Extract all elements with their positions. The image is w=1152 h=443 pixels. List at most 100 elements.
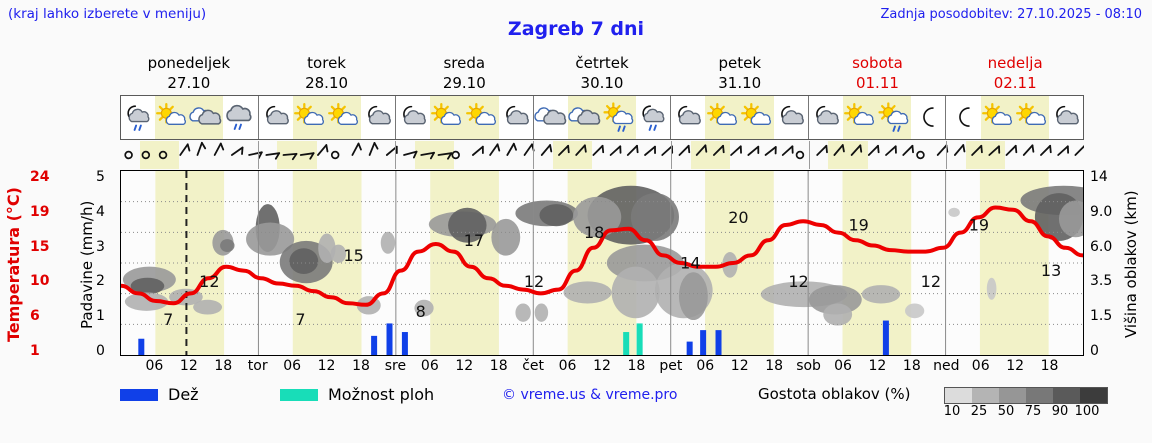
cloud-blob [905, 303, 925, 319]
wind-day-separator [946, 141, 948, 169]
day-date: 27.10 [167, 74, 211, 93]
weather-icon-cell [1049, 96, 1083, 139]
precipitation-tick-5: 0 [96, 343, 105, 359]
precipitation-layer [138, 320, 889, 355]
day-date: 28.10 [305, 74, 349, 93]
temperature-value-label: 13 [1041, 261, 1061, 280]
cloud-height-tick-4: 1.5 [1090, 308, 1113, 325]
credit-link[interactable]: © vreme.us & vreme.pro [502, 387, 678, 403]
weather-icon-cell [877, 96, 912, 139]
temperature-value-label: 12 [788, 272, 808, 291]
temperature-tick-2: 15 [30, 238, 50, 255]
precipitation-bar [138, 338, 145, 355]
time-tick-label: 12 [868, 358, 887, 374]
wind-day-separator [670, 141, 672, 169]
weather-icon-cell [534, 96, 568, 139]
day-name: ponedeljek [147, 54, 231, 72]
cloud-icon [188, 101, 224, 135]
sun-cloud-icon [429, 101, 465, 135]
icon-day-0 [121, 96, 259, 139]
time-tick-label: 18 [627, 358, 646, 374]
cloud-density-tick-1: 25 [970, 404, 988, 419]
cloud-blob [678, 272, 708, 321]
cloud-height-tick-1: 9.0 [1090, 203, 1113, 220]
weather-icon-cell [326, 96, 362, 139]
day-header-5: sobota 01.11 [809, 50, 947, 94]
cloud-height-tick-0: 14 [1090, 169, 1108, 185]
sun-cloud-icon [705, 101, 741, 135]
time-tick-label: 18 [1040, 358, 1059, 374]
cloud-blob [563, 281, 612, 304]
moon-cloud-icon [258, 101, 294, 135]
time-tick-label: 12 [730, 358, 749, 374]
day-header-6: nedelja 02.11 [946, 50, 1084, 94]
sun-cloud-icon [980, 101, 1016, 135]
cloud-height-tick-2: 6.0 [1090, 238, 1113, 255]
cloud-blob [948, 207, 960, 217]
weather-icon-cell [429, 96, 465, 139]
time-tick-label: tor [247, 358, 268, 374]
sun-cloud-icon [739, 101, 775, 135]
temperature-axis-title: Temperatura (°C) [4, 187, 23, 342]
time-tick-label: 18 [352, 358, 370, 374]
temperature-value-label: 7 [295, 310, 305, 329]
day-name: sobota [852, 54, 903, 72]
cloud-blob [130, 277, 165, 295]
day-header-1: torek 28.10 [258, 50, 396, 94]
temperature-value-label: 18 [584, 223, 604, 242]
temperature-value-label: 8 [416, 302, 426, 321]
precipitation-bar [686, 341, 693, 355]
time-tick-label: 18 [214, 358, 233, 374]
cloud-blob [861, 285, 901, 304]
sun-cloud-icon [326, 101, 362, 135]
rain-legend-swatch [120, 389, 158, 401]
weather-icon-cell [121, 96, 155, 139]
weather-icon-band [120, 95, 1084, 140]
cloud-rain-icon [222, 101, 258, 135]
cloud-density-tick-0: 10 [943, 404, 961, 419]
precipitation-tick-4: 1 [96, 308, 105, 325]
time-tick-label: 12 [317, 358, 336, 374]
precipitation-bar [623, 332, 630, 355]
cloud-height-tick-3: 3.5 [1090, 273, 1113, 290]
moon-cloud-icon [1048, 101, 1084, 135]
weather-icon-cell [946, 96, 980, 139]
moon-icon [946, 101, 982, 135]
temperature-value-label: 19 [969, 216, 989, 235]
precipitation-bar [882, 320, 889, 355]
moon-cloud-rain-icon [120, 101, 156, 135]
temperature-value-label: 14 [680, 254, 700, 273]
cloud-blob [330, 244, 347, 263]
shower-legend-swatch [280, 389, 318, 401]
day-date: 31.10 [718, 74, 762, 93]
wind-barb-band [120, 141, 1084, 169]
weather-icon-cell [602, 96, 637, 139]
cloud-blob [808, 285, 862, 315]
time-tick-label: sre [384, 358, 407, 374]
cloud-density-tick-4: 90 [1051, 404, 1069, 419]
cloud-blob [539, 204, 574, 227]
weather-icon-cell [809, 96, 843, 139]
weather-icon-cell [464, 96, 499, 139]
weather-icon-cell [292, 96, 327, 139]
cloud-density-color-ramp [944, 387, 1108, 404]
weather-icon-cell [842, 96, 878, 139]
cloud-blob [491, 218, 521, 256]
cloud-blob [193, 299, 223, 315]
time-axis-labels: 06 12 18 tor 06 12 18 sre 06 12 18 čet 06 12 18 pet 06 12… [120, 358, 1084, 378]
page-title: Zagreb 7 dni [507, 18, 645, 40]
moon-cloud-icon [498, 101, 534, 135]
precipitation-bar [715, 330, 722, 355]
forecast-plot: 7 12 7 15 8 17 12 18 14 20 12 19 12 19 13 [120, 170, 1084, 356]
precipitation-tick-0: 5 [96, 169, 105, 185]
sun-cloud-icon [842, 101, 878, 135]
time-tick-label: 12 [593, 358, 611, 374]
cloud-icon [533, 101, 569, 135]
precipitation-tick-3: 2 [96, 273, 105, 290]
day-name: petek [718, 54, 761, 72]
sun-cloud-icon [154, 101, 190, 135]
day-date: 01.11 [855, 74, 899, 93]
icon-day-6 [946, 96, 1083, 139]
cloud-height-tick-5: 0 [1090, 343, 1099, 359]
precipitation-bar [700, 330, 707, 355]
